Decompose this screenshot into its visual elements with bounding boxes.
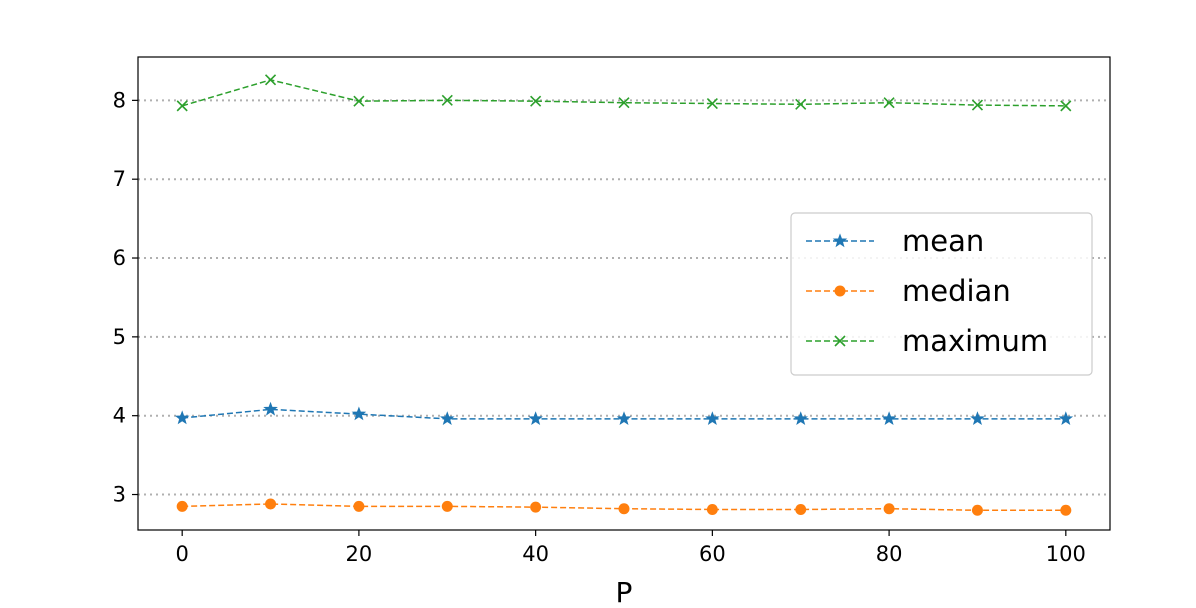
data-point-maximum: [971, 99, 984, 111]
legend-box: [790, 212, 1093, 376]
data-point-mean: [881, 411, 897, 426]
data-point-maximum: [264, 74, 277, 86]
x-tick-label: 0: [175, 542, 188, 566]
marker-stroke: [706, 97, 718, 110]
data-point-median: [1060, 504, 1072, 516]
data-point-median: [441, 500, 453, 512]
marker-stroke: [441, 94, 453, 106]
marker-stroke: [264, 74, 277, 86]
data-point-maximum: [706, 97, 718, 110]
data-point-median: [883, 503, 895, 515]
data-point-mean: [793, 411, 809, 426]
x-tick-label: 80: [876, 542, 903, 566]
legend-label: maximum: [902, 324, 1048, 358]
marker-stroke: [618, 97, 630, 109]
x-tick-label: 40: [522, 542, 549, 566]
y-tick-label: 3: [113, 483, 126, 507]
data-point-median: [706, 504, 718, 516]
data-point-median: [618, 503, 630, 515]
y-tick-label: 4: [113, 404, 126, 428]
data-point-median: [530, 501, 542, 513]
series-line-maximum: [181, 79, 1066, 107]
data-point-maximum: [353, 95, 365, 107]
marker-stroke: [1060, 100, 1072, 112]
marker-stroke: [176, 100, 188, 112]
legend-label: mean: [902, 224, 984, 258]
data-point-maximum: [795, 98, 807, 110]
series-maximum: [176, 74, 1072, 112]
legend-marker: [834, 285, 846, 297]
y-tick-label: 7: [113, 167, 126, 191]
series-median: [176, 498, 1072, 516]
data-point-maximum: [176, 100, 188, 112]
data-point-mean: [263, 401, 278, 416]
x-tick-label: 60: [699, 542, 726, 566]
data-point-maximum: [1060, 100, 1072, 112]
legend-marker: [834, 335, 846, 347]
marker-stroke: [834, 335, 846, 347]
data-point-mean: [528, 411, 543, 426]
marker-stroke: [353, 95, 365, 107]
data-point-maximum: [441, 94, 453, 106]
marker-stroke: [530, 95, 542, 107]
marker-stroke: [795, 98, 807, 110]
marker-stroke: [883, 97, 895, 109]
data-point-mean: [174, 410, 190, 425]
data-point-maximum: [618, 97, 630, 109]
data-point-median: [265, 498, 277, 510]
legend-item-mean: mean: [806, 224, 984, 258]
data-point-median: [176, 500, 188, 512]
plot-frame: [137, 56, 1111, 531]
legend-label: median: [902, 274, 1011, 308]
data-point-mean: [705, 411, 720, 426]
data-point-mean: [1058, 411, 1074, 426]
grid-lines: [138, 99, 1110, 496]
data-point-maximum: [883, 97, 895, 109]
data-point-median: [971, 504, 983, 516]
data-point-median: [353, 500, 365, 512]
legend-marker: [832, 233, 848, 248]
x-axis-label: P: [616, 576, 633, 608]
data-point-mean: [439, 411, 455, 426]
x-tick-label: 100: [1046, 542, 1086, 566]
y-tick-label: 6: [113, 246, 126, 270]
data-point-maximum: [530, 95, 542, 107]
legend-item-maximum: maximum: [806, 324, 1048, 358]
legend-item-median: median: [806, 274, 1011, 308]
data-point-mean: [351, 406, 367, 421]
marker-stroke: [971, 99, 984, 111]
y-tick-label: 8: [113, 88, 126, 112]
y-tick-label: 5: [113, 325, 126, 349]
x-tick-label: 20: [346, 542, 373, 566]
legend: mean median maximum: [790, 212, 1093, 376]
data-point-median: [795, 504, 807, 516]
series-mean: [174, 401, 1074, 426]
series-layer: [174, 74, 1074, 516]
data-point-mean: [616, 411, 632, 426]
data-point-mean: [970, 411, 985, 426]
